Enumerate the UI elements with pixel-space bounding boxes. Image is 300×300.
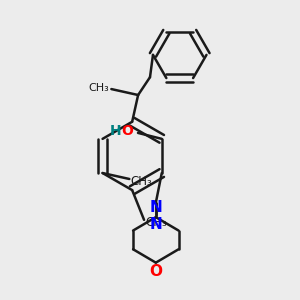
Text: N: N <box>149 200 162 215</box>
Text: CH₃: CH₃ <box>88 82 109 93</box>
Text: N: N <box>149 217 162 232</box>
Text: O: O <box>149 264 162 279</box>
Text: H: H <box>110 124 121 138</box>
Text: CH₃: CH₃ <box>146 216 167 229</box>
Text: O: O <box>122 124 134 138</box>
Text: CH₃: CH₃ <box>131 176 153 188</box>
